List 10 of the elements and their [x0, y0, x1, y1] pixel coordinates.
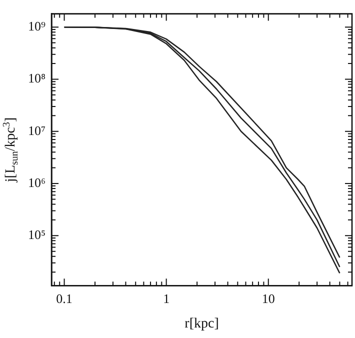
x-tick-label: 1: [163, 290, 170, 306]
x-tick-label: 10: [262, 290, 275, 306]
y-tick-label: 10⁸: [28, 70, 46, 86]
x-axis-title: r[kpc]: [184, 316, 219, 332]
y-axis-title: j[Lsun/kpc3]: [2, 117, 21, 184]
y-tick-label: 10⁵: [28, 227, 46, 242]
y-tick-label: 10⁹: [28, 18, 46, 34]
y-tick-label: 10⁶: [28, 174, 46, 190]
y-tick-label: 10⁷: [28, 122, 46, 138]
x-tick-label: 0.1: [56, 290, 72, 306]
